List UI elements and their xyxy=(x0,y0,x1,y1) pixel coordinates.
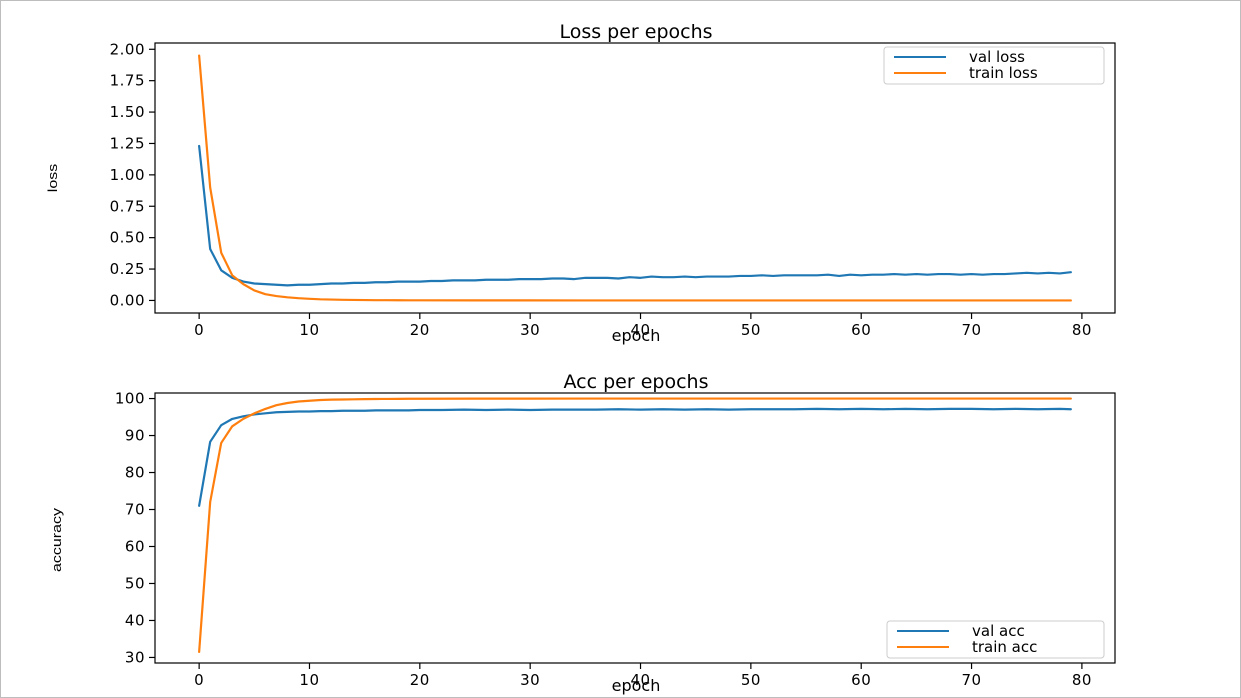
chart-title: Loss per epochs xyxy=(559,21,712,43)
x-tick-label: 60 xyxy=(851,671,871,689)
legend-label: train loss xyxy=(969,64,1038,82)
legend-label: val acc xyxy=(972,622,1025,640)
x-tick-label: 70 xyxy=(962,321,982,339)
legend-label: val loss xyxy=(969,48,1025,66)
y-tick-label: 1.25 xyxy=(110,134,145,152)
chart-2: 0 10 20 30 40 50 60 70 80 30 40 50 60 70 80 90 100 Acc pe… xyxy=(50,371,1116,695)
x-tick-label: 70 xyxy=(962,671,982,689)
x-tick-label: 30 xyxy=(520,671,540,689)
x-tick-label: 50 xyxy=(741,671,761,689)
x-tick-label: 0 xyxy=(194,671,204,689)
x-tick-label: 50 xyxy=(741,321,761,339)
y-tick-label: 1.00 xyxy=(110,166,145,184)
series-line-val-acc xyxy=(198,407,1072,507)
series-line-train-acc xyxy=(198,397,1072,654)
x-tick-label: 0 xyxy=(194,321,204,339)
y-tick-label: 50 xyxy=(125,574,145,592)
series-line-val-loss xyxy=(198,144,1072,287)
x-tick-label: 10 xyxy=(299,671,319,689)
y-tick-label: 0.00 xyxy=(110,291,145,309)
y-tick-label: 30 xyxy=(125,648,145,666)
chart-title: Acc per epochs xyxy=(564,371,709,393)
x-tick-label: 80 xyxy=(1072,321,1092,339)
x-tick-label: 40 xyxy=(630,321,650,339)
x-tick-label: 40 xyxy=(630,671,650,689)
chart-1: 0 10 20 30 40 50 60 70 80 0.00 0.25 0.50 0.75 1.00 1.2… xyxy=(46,21,1116,345)
y-tick-label: 80 xyxy=(125,464,145,482)
axes-frame xyxy=(154,392,1116,664)
y-tick-label: 2.00 xyxy=(110,40,145,58)
legend-label: train acc xyxy=(972,638,1037,656)
y-tick-label: 0.50 xyxy=(110,229,145,247)
x-tick-label: 60 xyxy=(851,321,871,339)
y-axis-label: loss xyxy=(46,164,60,192)
y-tick-label: 90 xyxy=(125,427,145,445)
x-axis-label: epoch xyxy=(612,676,661,695)
series-line-train-loss xyxy=(198,54,1072,302)
x-tick-label: 80 xyxy=(1072,671,1092,689)
y-tick-label: 70 xyxy=(125,501,145,519)
x-axis-label: epoch xyxy=(612,326,661,345)
y-tick-label: 0.75 xyxy=(110,197,145,215)
y-tick-label: 40 xyxy=(125,611,145,629)
axes-frame xyxy=(154,42,1116,314)
x-tick-label: 20 xyxy=(410,671,430,689)
x-tick-label: 10 xyxy=(299,321,319,339)
y-axis-label: accuracy xyxy=(50,507,64,572)
y-tick-label: 60 xyxy=(125,537,145,555)
x-tick-label: 30 xyxy=(520,321,540,339)
y-tick-label: 0.25 xyxy=(110,260,145,278)
y-tick-label: 1.50 xyxy=(110,103,145,121)
x-tick-label: 20 xyxy=(410,321,430,339)
y-tick-label: 100 xyxy=(115,390,145,408)
y-tick-label: 1.75 xyxy=(110,72,145,90)
